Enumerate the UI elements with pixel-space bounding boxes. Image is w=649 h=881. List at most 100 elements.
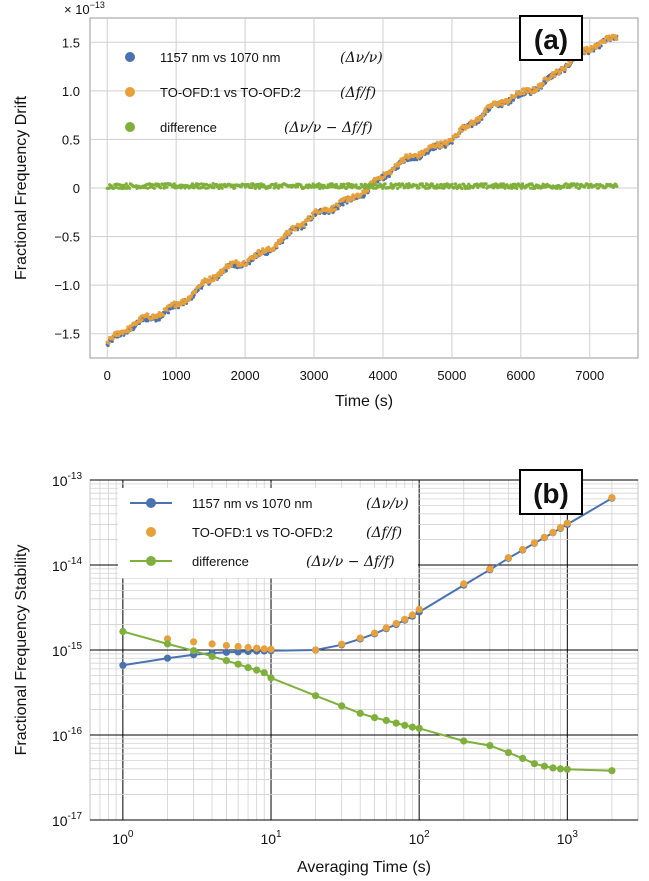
data-point-a bbox=[603, 40, 607, 45]
data-point-a bbox=[280, 239, 284, 243]
legend-label-a-1: TO-OFD:1 vs TO-OFD:2 bbox=[160, 85, 301, 100]
data-point-a bbox=[576, 182, 580, 186]
y-axis-title-b: Fractional Frequency Stability bbox=[13, 545, 30, 756]
data-point-a bbox=[114, 185, 118, 189]
y-tick-label-a: 0 bbox=[73, 181, 80, 196]
data-point-a bbox=[107, 341, 111, 345]
data-point-b-2 bbox=[208, 652, 216, 661]
data-point-a bbox=[174, 305, 178, 309]
data-point-a bbox=[165, 308, 169, 312]
data-point-a bbox=[539, 85, 544, 89]
data-point-a bbox=[391, 186, 395, 190]
data-point-a bbox=[503, 186, 507, 190]
data-point-a bbox=[258, 185, 262, 189]
data-point-a bbox=[477, 118, 482, 122]
data-point-a bbox=[111, 337, 115, 341]
data-point-a bbox=[247, 259, 251, 263]
data-point-a bbox=[231, 183, 235, 187]
data-point-b-2 bbox=[530, 760, 539, 768]
legend-formula-a-0: (Δν/ν) bbox=[340, 50, 383, 66]
data-point-a bbox=[127, 330, 131, 334]
data-point-a bbox=[496, 186, 500, 190]
x-tick-label-a: 2000 bbox=[231, 368, 260, 383]
data-point-a bbox=[484, 110, 488, 114]
legend-label-b-0: 1157 nm vs 1070 nm bbox=[192, 496, 312, 511]
data-point-a bbox=[223, 266, 228, 270]
data-point-b-1 bbox=[408, 611, 416, 619]
data-point-a bbox=[417, 186, 421, 190]
series-b-2 bbox=[119, 627, 616, 775]
data-point-a bbox=[520, 92, 524, 96]
data-point-a bbox=[564, 182, 568, 186]
data-point-b-2 bbox=[519, 754, 527, 763]
data-point-b-2 bbox=[415, 724, 423, 732]
data-point-a bbox=[367, 182, 371, 186]
data-point-a bbox=[225, 263, 229, 267]
data-point-a bbox=[242, 259, 246, 263]
data-point-a bbox=[291, 224, 295, 228]
data-point-a bbox=[121, 332, 125, 336]
data-point-b-1 bbox=[338, 640, 346, 648]
data-point-b-1 bbox=[267, 645, 275, 653]
legend-formula-b-2: (Δν/ν − Δf/f) bbox=[306, 554, 395, 570]
data-layer-a bbox=[105, 33, 619, 348]
data-point-a bbox=[501, 103, 505, 107]
data-point-a bbox=[204, 182, 209, 187]
data-point-a bbox=[467, 124, 472, 128]
data-point-a bbox=[450, 141, 454, 145]
data-point-a bbox=[583, 51, 587, 55]
data-point-a bbox=[195, 182, 199, 186]
data-point-b-2 bbox=[163, 640, 172, 648]
data-point-a bbox=[544, 81, 548, 85]
data-point-a bbox=[574, 185, 578, 189]
legend-marker-b-2 bbox=[146, 556, 156, 566]
data-point-a bbox=[219, 272, 223, 276]
data-point-b-0 bbox=[119, 661, 127, 669]
data-point-b-2 bbox=[222, 657, 230, 665]
data-point-b-1 bbox=[401, 615, 409, 623]
y-tick-label-a: −1.5 bbox=[54, 327, 80, 342]
data-point-b-2 bbox=[356, 709, 364, 717]
legend-marker-a-1 bbox=[125, 87, 135, 97]
x-tick-label-a: 0 bbox=[104, 368, 111, 383]
data-point-a bbox=[406, 186, 410, 190]
data-point-b-1 bbox=[208, 640, 216, 648]
panel-label-a: (a) bbox=[534, 24, 568, 55]
data-point-a bbox=[163, 182, 167, 186]
data-point-a bbox=[285, 229, 289, 233]
data-point-a bbox=[553, 74, 557, 78]
data-point-b-0 bbox=[222, 648, 230, 656]
data-point-b-2 bbox=[382, 716, 390, 725]
data-point-b-1 bbox=[260, 645, 268, 653]
data-point-b-1 bbox=[382, 624, 390, 632]
data-point-b-1 bbox=[356, 634, 364, 642]
data-point-a bbox=[390, 183, 394, 187]
x-axis-title-b: Averaging Time (s) bbox=[297, 859, 431, 876]
data-point-a bbox=[416, 156, 420, 160]
data-point-a bbox=[212, 186, 216, 190]
data-point-b-2 bbox=[253, 666, 261, 674]
x-tick-label-a: 4000 bbox=[368, 368, 397, 383]
data-point-a bbox=[422, 151, 426, 155]
data-point-a bbox=[182, 301, 186, 306]
data-point-a bbox=[482, 185, 486, 189]
data-point-b-1 bbox=[460, 580, 468, 588]
data-point-a bbox=[387, 174, 391, 179]
data-point-b-2 bbox=[119, 627, 127, 636]
data-point-a bbox=[525, 90, 530, 94]
data-point-a bbox=[172, 300, 176, 304]
data-point-a bbox=[389, 172, 393, 176]
data-point-a bbox=[325, 207, 329, 211]
data-point-a bbox=[220, 186, 224, 190]
data-point-a bbox=[440, 145, 444, 149]
data-point-a bbox=[501, 182, 505, 186]
data-point-a bbox=[424, 186, 428, 190]
data-point-b-1 bbox=[234, 642, 242, 651]
data-point-a bbox=[438, 186, 442, 190]
data-point-a bbox=[607, 34, 611, 38]
data-point-b-1 bbox=[549, 528, 557, 537]
data-point-a bbox=[165, 185, 169, 189]
data-point-a bbox=[587, 47, 592, 51]
legend-label-a-0: 1157 nm vs 1070 nm bbox=[160, 50, 280, 65]
data-point-b-1 bbox=[563, 519, 571, 527]
